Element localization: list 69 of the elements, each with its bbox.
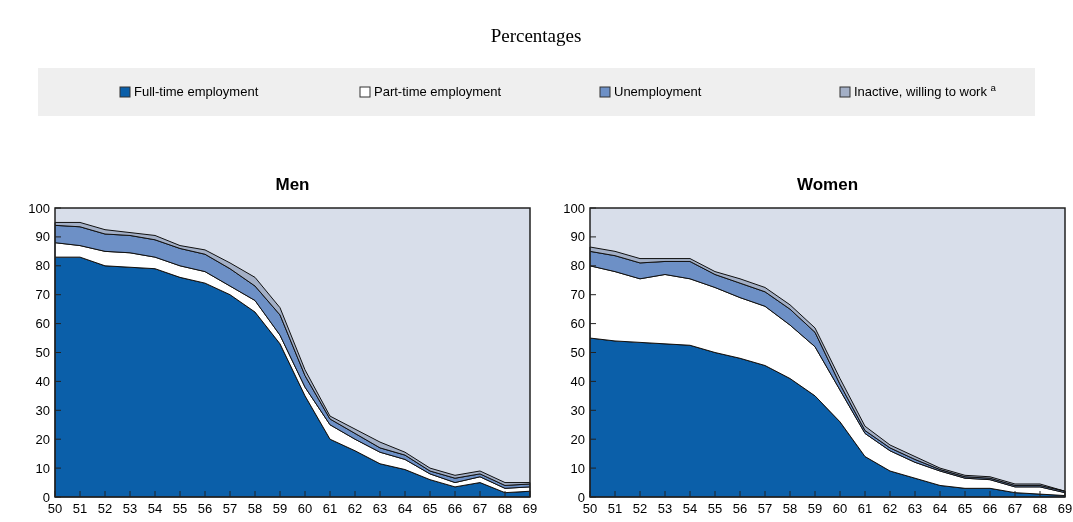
x-tick-label: 53 [122,501,138,516]
chart-title: Women [796,175,859,194]
y-tick-label: 90 [35,229,50,245]
y-tick-label: 100 [563,200,585,216]
legend-label: Full-time employment [134,84,259,99]
x-tick-label: 63 [372,501,388,516]
x-tick-label: 67 [1007,501,1023,516]
x-tick-label: 50 [47,501,63,516]
legend-label: Inactive, willing to work $^{a}$ [854,81,997,99]
x-tick-label: 59 [272,501,288,516]
x-tick-label: 61 [857,501,873,516]
x-tick-label: 65 [422,501,438,516]
y-tick-label: 80 [570,258,585,274]
x-tick-label: 59 [807,501,823,516]
y-tick-label: 40 [570,373,585,389]
x-tick-label: 65 [957,501,973,516]
x-tick-label: 66 [447,501,463,516]
y-tick-label: 30 [570,402,585,418]
y-tick-label: 40 [35,373,50,389]
x-tick-label: 61 [322,501,338,516]
x-tick-label: 53 [657,501,673,516]
y-tick-label: 30 [35,402,50,418]
y-tick-label: 50 [570,345,585,361]
y-tick-label: 10 [35,460,50,476]
x-tick-label: 63 [907,501,923,516]
y-tick-label: 60 [35,316,50,332]
x-tick-label: 66 [982,501,998,516]
x-tick-label: 52 [632,501,648,516]
y-tick-label: 10 [570,460,585,476]
x-tick-label: 52 [97,501,113,516]
y-tick-label: 20 [570,431,585,447]
y-tick-label: 0 [42,489,50,505]
x-tick-label: 51 [72,501,88,516]
legend-label: Part-time employment [374,84,502,99]
x-tick-label: 64 [932,501,948,516]
y-tick-label: 50 [35,345,50,361]
y-tick-label: 90 [570,229,585,245]
x-tick-label: 67 [472,501,488,516]
x-tick-label: 58 [247,501,263,516]
x-tick-label: 55 [172,501,188,516]
x-tick-label: 68 [1032,501,1048,516]
y-tick-label: 70 [570,287,585,303]
x-tick-label: 58 [782,501,798,516]
x-tick-label: 56 [732,501,748,516]
x-tick-label: 51 [607,501,623,516]
y-tick-label: 60 [570,316,585,332]
y-tick-label: 20 [35,431,50,447]
y-tick-label: 70 [35,287,50,303]
x-tick-label: 62 [882,501,898,516]
x-tick-label: 54 [147,501,163,516]
y-tick-label: 80 [35,258,50,274]
chart-subtitle: Percentages [490,25,582,46]
x-tick-label: 69 [1057,501,1073,516]
y-tick-label: 100 [28,200,50,216]
x-tick-label: 64 [397,501,413,516]
x-tick-label: 60 [832,501,848,516]
x-tick-label: 69 [522,501,538,516]
x-tick-label: 68 [497,501,513,516]
y-tick-label: 0 [577,489,585,505]
x-tick-label: 54 [682,501,698,516]
x-tick-label: 62 [347,501,363,516]
x-tick-label: 55 [707,501,723,516]
x-tick-label: 57 [222,501,238,516]
x-tick-label: 56 [197,501,213,516]
legend-label: Unemployment [614,84,702,99]
chart-title: Men [275,175,310,194]
x-tick-label: 60 [297,501,313,516]
x-tick-label: 57 [757,501,773,516]
x-tick-label: 50 [582,501,598,516]
